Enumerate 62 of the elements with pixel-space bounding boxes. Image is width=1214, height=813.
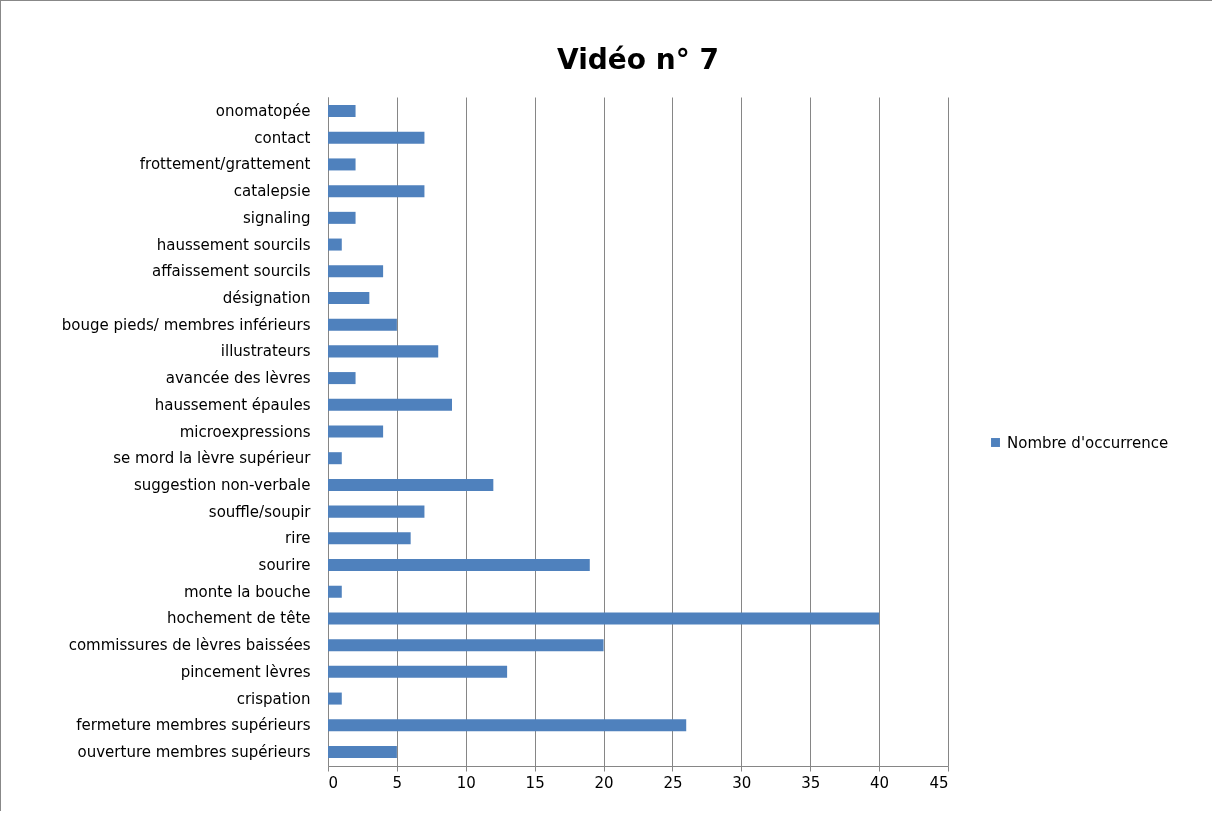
chart-title: Vidéo n° 7: [557, 43, 719, 76]
y-tick-label: frottement/grattement: [139, 155, 311, 174]
bar: [328, 318, 397, 331]
bar: [328, 478, 494, 491]
y-tick-label: affaissement sourcils: [152, 262, 311, 281]
bar: [328, 612, 880, 625]
bar: [328, 505, 425, 518]
bar: [328, 345, 439, 358]
bar: [328, 425, 384, 438]
y-tick-label: suggestion non-verbale: [134, 475, 311, 494]
bar: [328, 719, 687, 732]
y-tick-label: fermeture membres supérieurs: [76, 716, 311, 735]
y-tick-label: se mord la lèvre supérieur: [113, 449, 312, 468]
x-tick-label: 45: [929, 773, 949, 792]
x-tick-label: 25: [663, 773, 683, 792]
bar: [328, 211, 356, 224]
bar: [328, 158, 356, 171]
bar: [328, 692, 342, 705]
bar: [328, 131, 425, 144]
y-tick-label: monte la bouche: [184, 582, 311, 601]
legend-label: Nombre d'occurrence: [1007, 433, 1169, 452]
y-tick-label: hochement de tête: [167, 609, 311, 628]
y-tick-label: désignation: [222, 288, 311, 307]
x-tick-label: 5: [392, 773, 403, 792]
bar: [328, 585, 342, 598]
y-tick-label: ouverture membres supérieurs: [77, 742, 311, 761]
bar: [328, 639, 604, 652]
y-tick-label: onomatopée: [215, 102, 311, 121]
y-tick-label: souffle/soupir: [208, 502, 312, 521]
bar: [328, 372, 356, 385]
y-tick-label: pincement lèvres: [180, 662, 311, 681]
bar: [328, 185, 425, 198]
x-tick-label: 15: [525, 773, 545, 792]
x-tick-label: 30: [732, 773, 752, 792]
y-tick-label: sourire: [258, 556, 311, 575]
y-tick-label: catalepsie: [233, 182, 311, 201]
bar: [328, 532, 411, 545]
bar: [328, 238, 342, 251]
bar: [328, 745, 397, 758]
y-tick-label: signaling: [242, 208, 311, 227]
y-tick-label: avancée des lèvres: [165, 369, 311, 388]
x-tick-label: 40: [870, 773, 890, 792]
bar: [328, 105, 356, 118]
bar: [328, 265, 384, 278]
y-tick-label: haussement sourcils: [156, 235, 311, 254]
x-tick-label: 0: [328, 773, 339, 792]
bar: [328, 291, 370, 304]
y-tick-label: haussement épaules: [154, 395, 311, 414]
y-tick-label: microexpressions: [179, 422, 311, 441]
y-tick-label: crispation: [236, 689, 311, 708]
x-tick-label: 10: [456, 773, 476, 792]
bar: [328, 398, 452, 411]
bar: [328, 452, 342, 465]
y-tick-label: illustrateurs: [220, 342, 311, 361]
x-tick-label: 35: [801, 773, 821, 792]
y-tick-label: commissures de lèvres baissées: [68, 636, 311, 655]
y-tick-label: contact: [254, 128, 311, 147]
x-tick-label: 20: [594, 773, 614, 792]
y-tick-label: rire: [285, 529, 311, 548]
y-tick-label: bouge pieds/ membres inférieurs: [61, 315, 311, 334]
bar: [328, 665, 508, 678]
bar: [328, 559, 590, 572]
